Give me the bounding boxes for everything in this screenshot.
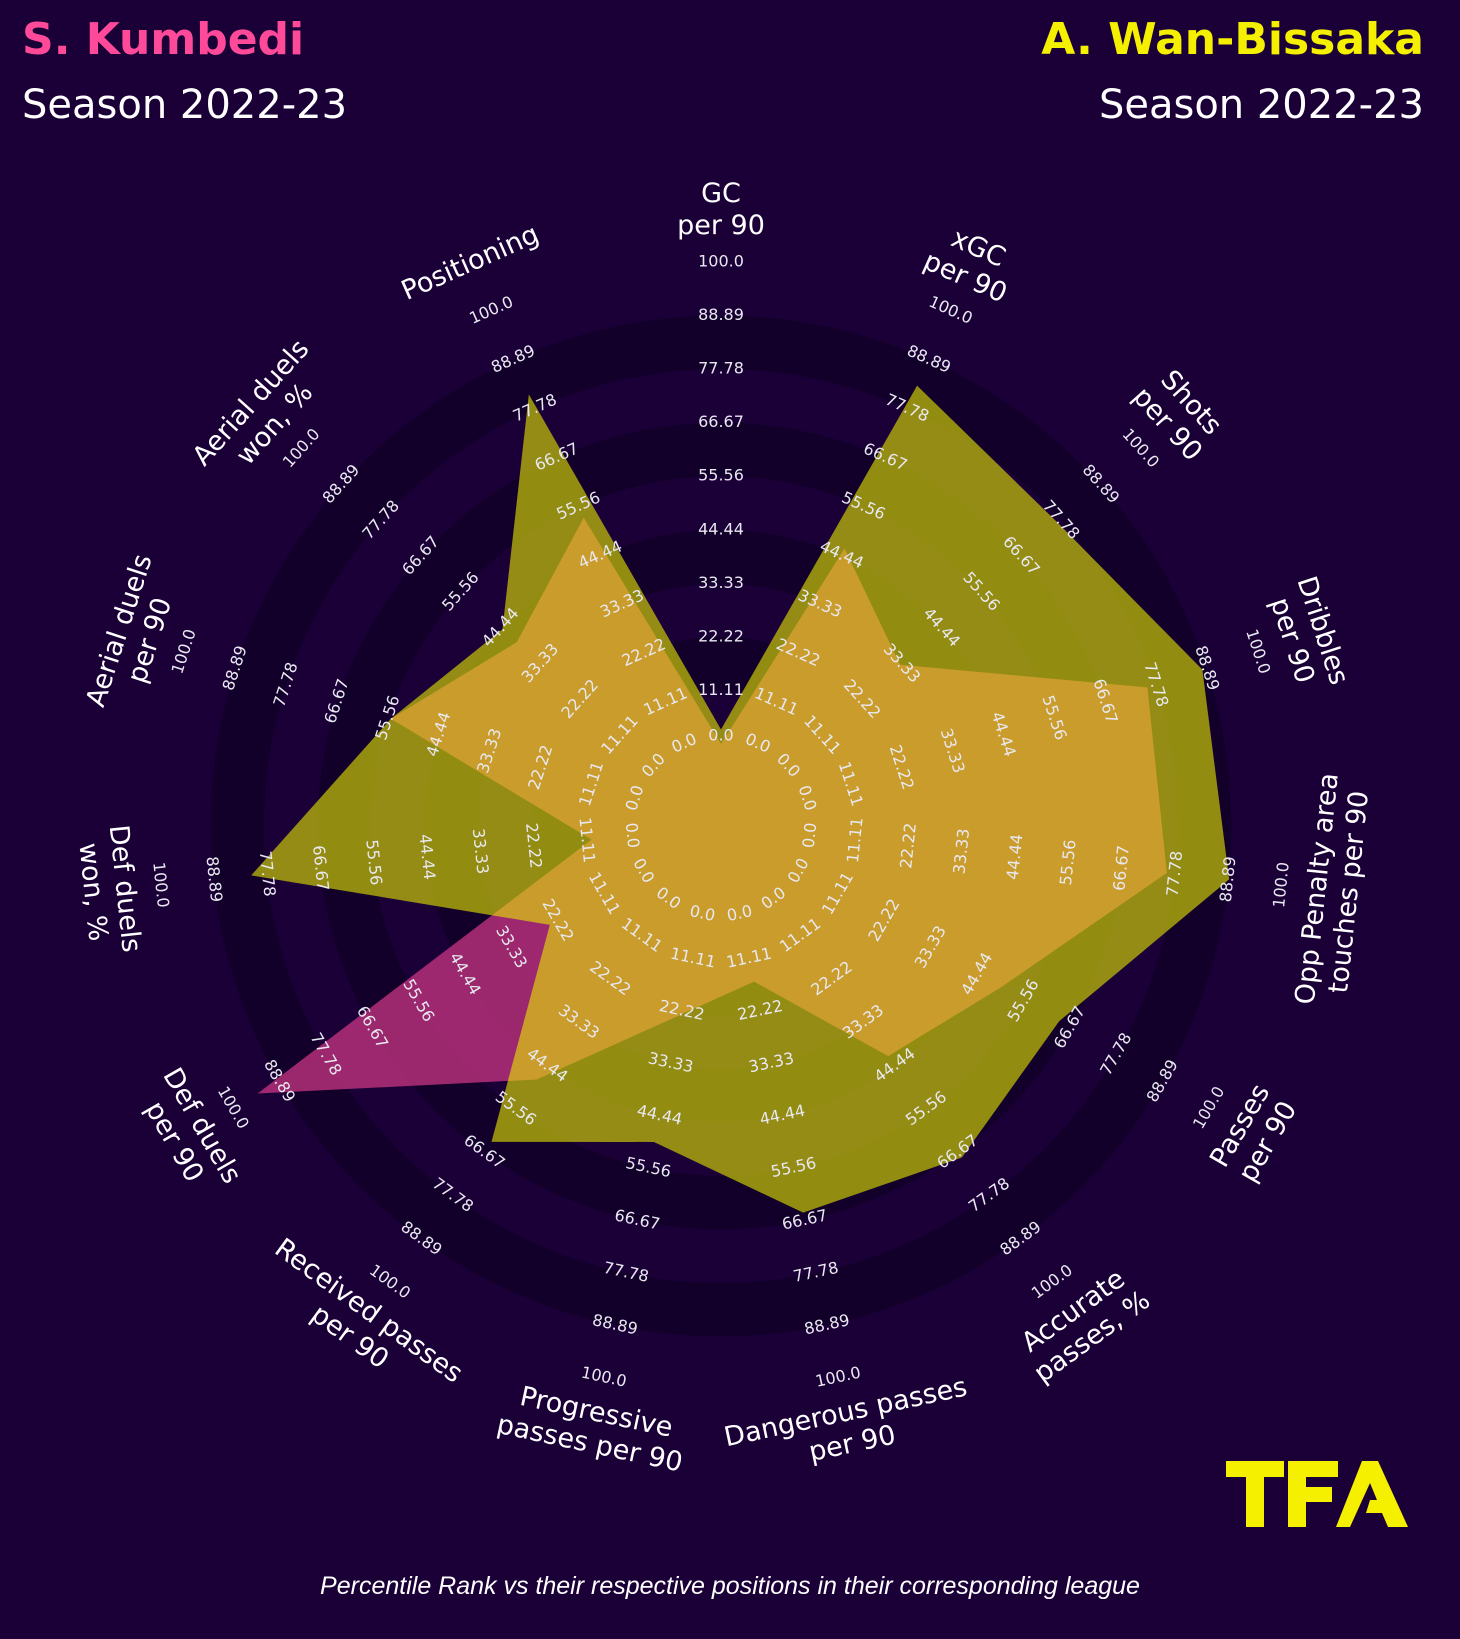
axis-label: Progressivepasses per 90 [494, 1378, 692, 1479]
tfa-logo [1226, 1461, 1408, 1527]
tick-label: 100.0 [1269, 861, 1293, 909]
axis-label: Def duelswon, % [71, 823, 147, 957]
axis-label-line: GC [701, 178, 741, 209]
tick-label: 0.0 [799, 822, 821, 849]
tick-label: 88.89 [203, 855, 227, 903]
player1-season: Season 2022-23 [22, 82, 348, 128]
tick-label: 88.89 [698, 305, 744, 324]
axis-label: Passesper 90 [1204, 1079, 1304, 1189]
tick-label: 77.78 [256, 850, 280, 898]
tick-label: 100.0 [149, 861, 173, 909]
tick-label: 55.56 [1056, 839, 1080, 887]
footer-note: Percentile Rank vs their respective posi… [320, 1572, 1140, 1600]
series-wan-bissaka-polygon [251, 385, 1230, 1213]
tick-label: 0.0 [622, 822, 644, 849]
tick-label: 33.33 [469, 827, 493, 875]
axis-label-line: Positioning [397, 219, 544, 307]
tick-label: 11.11 [698, 680, 744, 699]
tick-label: 100.0 [698, 252, 744, 271]
axis-label: Dribblesper 90 [1260, 573, 1354, 699]
tick-label: 33.33 [950, 827, 974, 875]
tick-label: 11.11 [575, 816, 599, 864]
axis-label: Positioning [397, 219, 544, 307]
tick-label: 77.78 [698, 359, 744, 378]
player1-name: S. Kumbedi [22, 14, 305, 65]
tick-label: 0.0 [725, 901, 754, 925]
tick-label: 11.11 [843, 816, 867, 864]
tick-label: 55.56 [698, 466, 744, 485]
tick-label: 0.0 [688, 901, 717, 925]
axis-label: Opp Penalty areatouches per 90 [1290, 771, 1377, 1009]
tick-label: 0.0 [708, 726, 733, 745]
tick-label: 66.67 [309, 844, 333, 892]
tick-label: 88.89 [1216, 855, 1240, 903]
tick-label: 66.67 [1109, 844, 1133, 892]
tick-label: 22.22 [698, 626, 744, 645]
tick-label: 44.44 [698, 519, 744, 538]
player2-name: A. Wan-Bissaka [1041, 14, 1424, 65]
tick-label: 44.44 [416, 833, 440, 881]
player2-season: Season 2022-23 [1098, 82, 1424, 128]
axis-label-line: per 90 [677, 210, 765, 241]
tick-label: 66.67 [698, 412, 744, 431]
axis-label: GC per 90 [677, 178, 765, 241]
tick-label: 22.22 [522, 822, 546, 870]
tick-label: 44.44 [1003, 833, 1027, 881]
tick-label: 55.56 [362, 839, 386, 887]
tick-label: 33.33 [698, 573, 744, 592]
tick-label: 77.78 [1163, 850, 1187, 898]
tick-label: 22.22 [896, 822, 920, 870]
